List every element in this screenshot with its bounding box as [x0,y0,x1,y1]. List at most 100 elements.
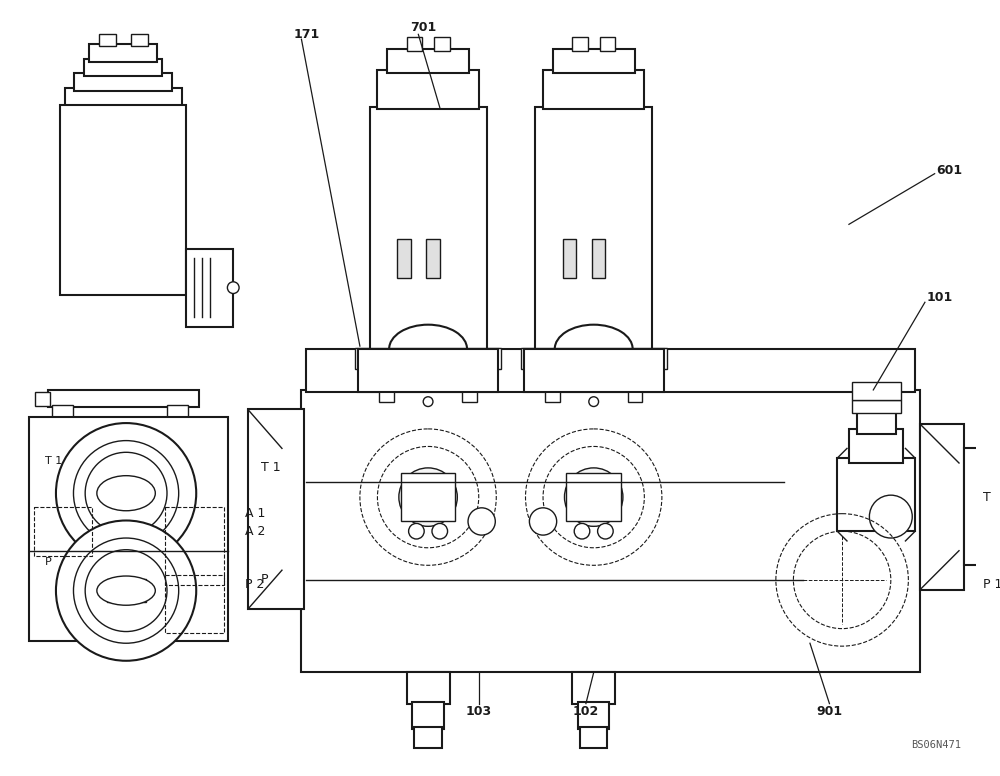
Bar [527,368,545,387]
Bar [572,673,615,704]
Circle shape [423,397,433,407]
Circle shape [589,397,599,407]
Bar [52,404,73,418]
Bar [920,424,964,590]
Circle shape [409,524,424,539]
Bar [592,239,605,278]
Circle shape [421,373,435,387]
Bar [852,382,901,400]
Bar [434,37,450,51]
Bar [600,37,615,51]
Bar [837,458,915,532]
Bar [186,248,233,327]
Text: T: T [983,490,991,504]
Text: BS06N471: BS06N471 [911,740,961,750]
Bar [401,473,455,521]
Bar [563,239,576,278]
Bar [74,74,172,91]
Circle shape [399,468,457,526]
Bar [412,702,444,729]
Text: A 1: A 1 [245,508,265,520]
Bar [387,49,469,74]
Circle shape [432,524,448,539]
Bar [545,387,560,402]
Bar [167,404,188,418]
Ellipse shape [97,476,155,511]
Circle shape [56,521,196,661]
Bar [535,107,652,353]
Bar [642,368,660,387]
Bar [389,349,467,390]
Bar [524,349,664,392]
Bar [355,348,501,369]
Circle shape [869,495,912,538]
Bar [414,727,442,748]
Bar [566,473,621,521]
Text: P: P [261,573,268,587]
Text: P 2: P 2 [245,578,264,591]
Bar [301,390,920,673]
Text: 601: 601 [937,165,963,177]
Bar [377,71,479,109]
Bar [165,575,224,633]
Circle shape [468,508,495,535]
Bar [65,88,182,107]
Text: 103: 103 [466,705,492,718]
Bar [857,410,896,434]
Bar [358,349,498,392]
Bar [29,417,228,641]
Bar [462,387,477,402]
Circle shape [574,524,590,539]
Circle shape [73,441,179,546]
Bar [48,390,199,407]
Bar [407,37,422,51]
Bar [34,507,92,556]
Bar [370,107,487,353]
Bar [477,368,494,387]
Bar [60,106,186,296]
Circle shape [529,508,557,535]
Bar [852,400,901,414]
Bar [628,387,642,402]
Text: T 1: T 1 [261,462,280,474]
Bar [407,673,450,704]
Bar [521,348,667,369]
Circle shape [598,524,613,539]
Bar [362,368,379,387]
Bar [964,449,998,565]
Circle shape [73,538,179,643]
Bar [426,239,440,278]
Text: 701: 701 [411,21,437,34]
Text: T 1: T 1 [45,456,62,466]
Text: P 1: P 1 [983,578,1000,591]
Circle shape [85,452,167,534]
Bar [580,727,607,748]
Ellipse shape [97,576,155,605]
Bar [84,59,162,76]
Bar [578,702,609,729]
Circle shape [56,423,196,563]
Text: 171: 171 [294,28,320,41]
Bar [379,387,394,402]
Bar [131,34,148,46]
Text: A 2: A 2 [245,525,265,538]
Bar [35,392,50,406]
Bar [553,49,635,74]
Bar [165,507,224,585]
Circle shape [85,549,167,632]
Bar [543,71,644,109]
Bar [89,44,157,61]
Bar [107,482,146,505]
Bar [397,239,411,278]
Circle shape [564,468,623,526]
Bar [849,429,903,463]
Bar [248,410,304,609]
Circle shape [587,373,601,387]
Bar [306,349,915,392]
Circle shape [227,282,239,293]
Text: 101: 101 [927,291,953,304]
Bar [555,349,633,390]
Text: 901: 901 [816,705,843,718]
Bar [107,579,146,602]
Bar [572,37,588,51]
